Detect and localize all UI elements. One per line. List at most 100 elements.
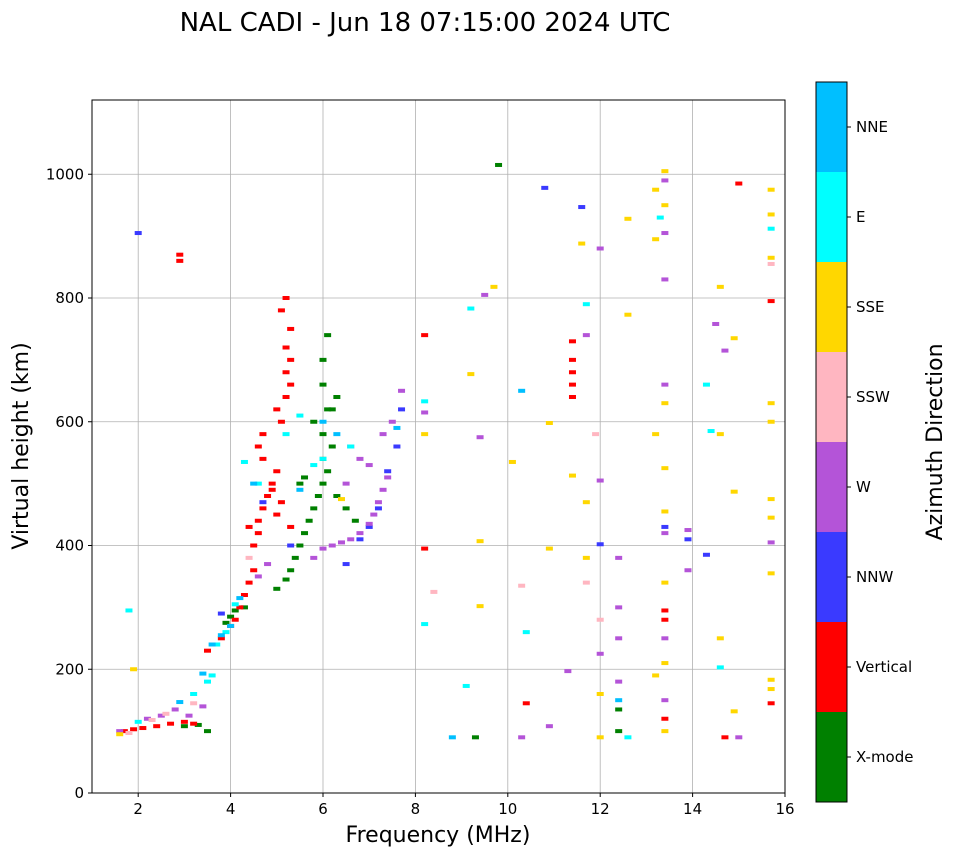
echo-point <box>730 336 738 341</box>
echo-point <box>287 543 295 548</box>
echo-point <box>767 226 775 231</box>
echo-point <box>661 716 669 721</box>
echo-point <box>240 459 248 464</box>
echo-point <box>351 518 359 523</box>
echo-point <box>661 203 669 208</box>
echo-point <box>716 284 724 289</box>
echo-point <box>282 577 290 582</box>
echo-point <box>624 216 632 221</box>
echo-point <box>296 413 304 418</box>
echo-point <box>508 459 516 464</box>
echo-point <box>564 669 572 674</box>
echo-point <box>199 704 207 709</box>
echo-point <box>661 277 669 282</box>
y-axis-label: Virtual height (km) <box>9 342 34 549</box>
echo-point <box>134 231 142 236</box>
echo-point <box>301 475 309 480</box>
echo-point <box>125 730 133 735</box>
x-tick-label: 12 <box>591 800 610 818</box>
echo-point <box>596 651 604 656</box>
echo-point <box>268 487 276 492</box>
echo-point <box>185 713 193 718</box>
echo-point <box>661 580 669 585</box>
echo-point <box>661 636 669 641</box>
echo-point <box>365 521 373 526</box>
echo-point <box>116 729 124 734</box>
echo-point <box>227 623 235 628</box>
y-tick-label: 600 <box>55 413 84 431</box>
echo-point <box>204 729 211 734</box>
echo-point <box>615 636 623 641</box>
echo-point <box>130 667 138 672</box>
echo-point <box>596 692 604 696</box>
echo-point <box>495 162 503 167</box>
x-tick-label: 2 <box>133 800 143 818</box>
echo-point <box>333 494 341 498</box>
echo-point <box>236 596 244 601</box>
echo-point <box>337 497 345 502</box>
echo-point <box>582 302 590 307</box>
echo-point <box>767 687 775 692</box>
echo-point <box>254 574 262 579</box>
echo-point <box>421 432 429 437</box>
echo-point <box>328 444 336 449</box>
echo-point <box>712 321 720 326</box>
echo-point <box>282 296 290 300</box>
echo-point <box>568 370 576 375</box>
echo-point <box>199 671 207 676</box>
echo-point <box>301 531 309 536</box>
echo-point <box>342 481 350 486</box>
echo-point <box>347 444 355 449</box>
echo-point <box>190 721 198 726</box>
echo-point <box>578 241 586 246</box>
echo-point <box>541 185 549 190</box>
series-vertical <box>120 181 775 740</box>
azimuth-colorbar: X-mode Vertical NNW W SSW SSE E NNE <box>816 82 913 802</box>
y-tick-label: 800 <box>55 289 84 307</box>
echo-point <box>596 542 604 547</box>
colorbar-tick-label: NNE <box>856 118 888 136</box>
echo-point <box>518 583 526 588</box>
echo-point <box>615 555 623 560</box>
x-tick-label: 6 <box>318 800 328 818</box>
colorbar-segment <box>816 622 847 712</box>
echo-point <box>365 524 373 529</box>
echo-point <box>319 419 327 424</box>
echo-point <box>310 506 318 511</box>
echo-point <box>767 571 775 576</box>
echo-point <box>379 432 387 437</box>
echo-point <box>296 481 304 486</box>
echo-point <box>287 382 295 387</box>
echo-point <box>291 555 299 560</box>
colorbar-tick-label: SSE <box>856 298 885 316</box>
echo-point <box>176 258 184 263</box>
echo-point <box>236 605 244 610</box>
echo-point <box>204 679 211 684</box>
echo-point <box>273 407 281 412</box>
echo-point <box>287 326 295 331</box>
echo-point <box>157 713 165 718</box>
echo-point <box>245 524 253 529</box>
echo-point <box>231 602 239 607</box>
echo-points <box>116 162 775 740</box>
echo-point <box>259 506 267 511</box>
x-tick-label: 16 <box>775 800 794 818</box>
echo-point <box>721 735 729 740</box>
echo-point <box>259 500 267 505</box>
chart-title: NAL CADI - Jun 18 07:15:00 2024 UTC <box>180 8 671 38</box>
echo-point <box>273 469 281 474</box>
echo-point <box>767 187 775 192</box>
echo-point <box>116 732 124 737</box>
echo-point <box>661 617 669 622</box>
echo-point <box>384 469 392 474</box>
echo-point <box>716 432 724 437</box>
echo-point <box>259 432 267 437</box>
echo-point <box>421 333 429 338</box>
echo-point <box>661 178 669 183</box>
echo-point <box>467 372 475 377</box>
echo-point <box>661 466 669 471</box>
echo-point <box>490 284 498 289</box>
echo-point <box>545 724 553 729</box>
echo-point <box>319 546 327 551</box>
echo-point <box>582 500 590 505</box>
